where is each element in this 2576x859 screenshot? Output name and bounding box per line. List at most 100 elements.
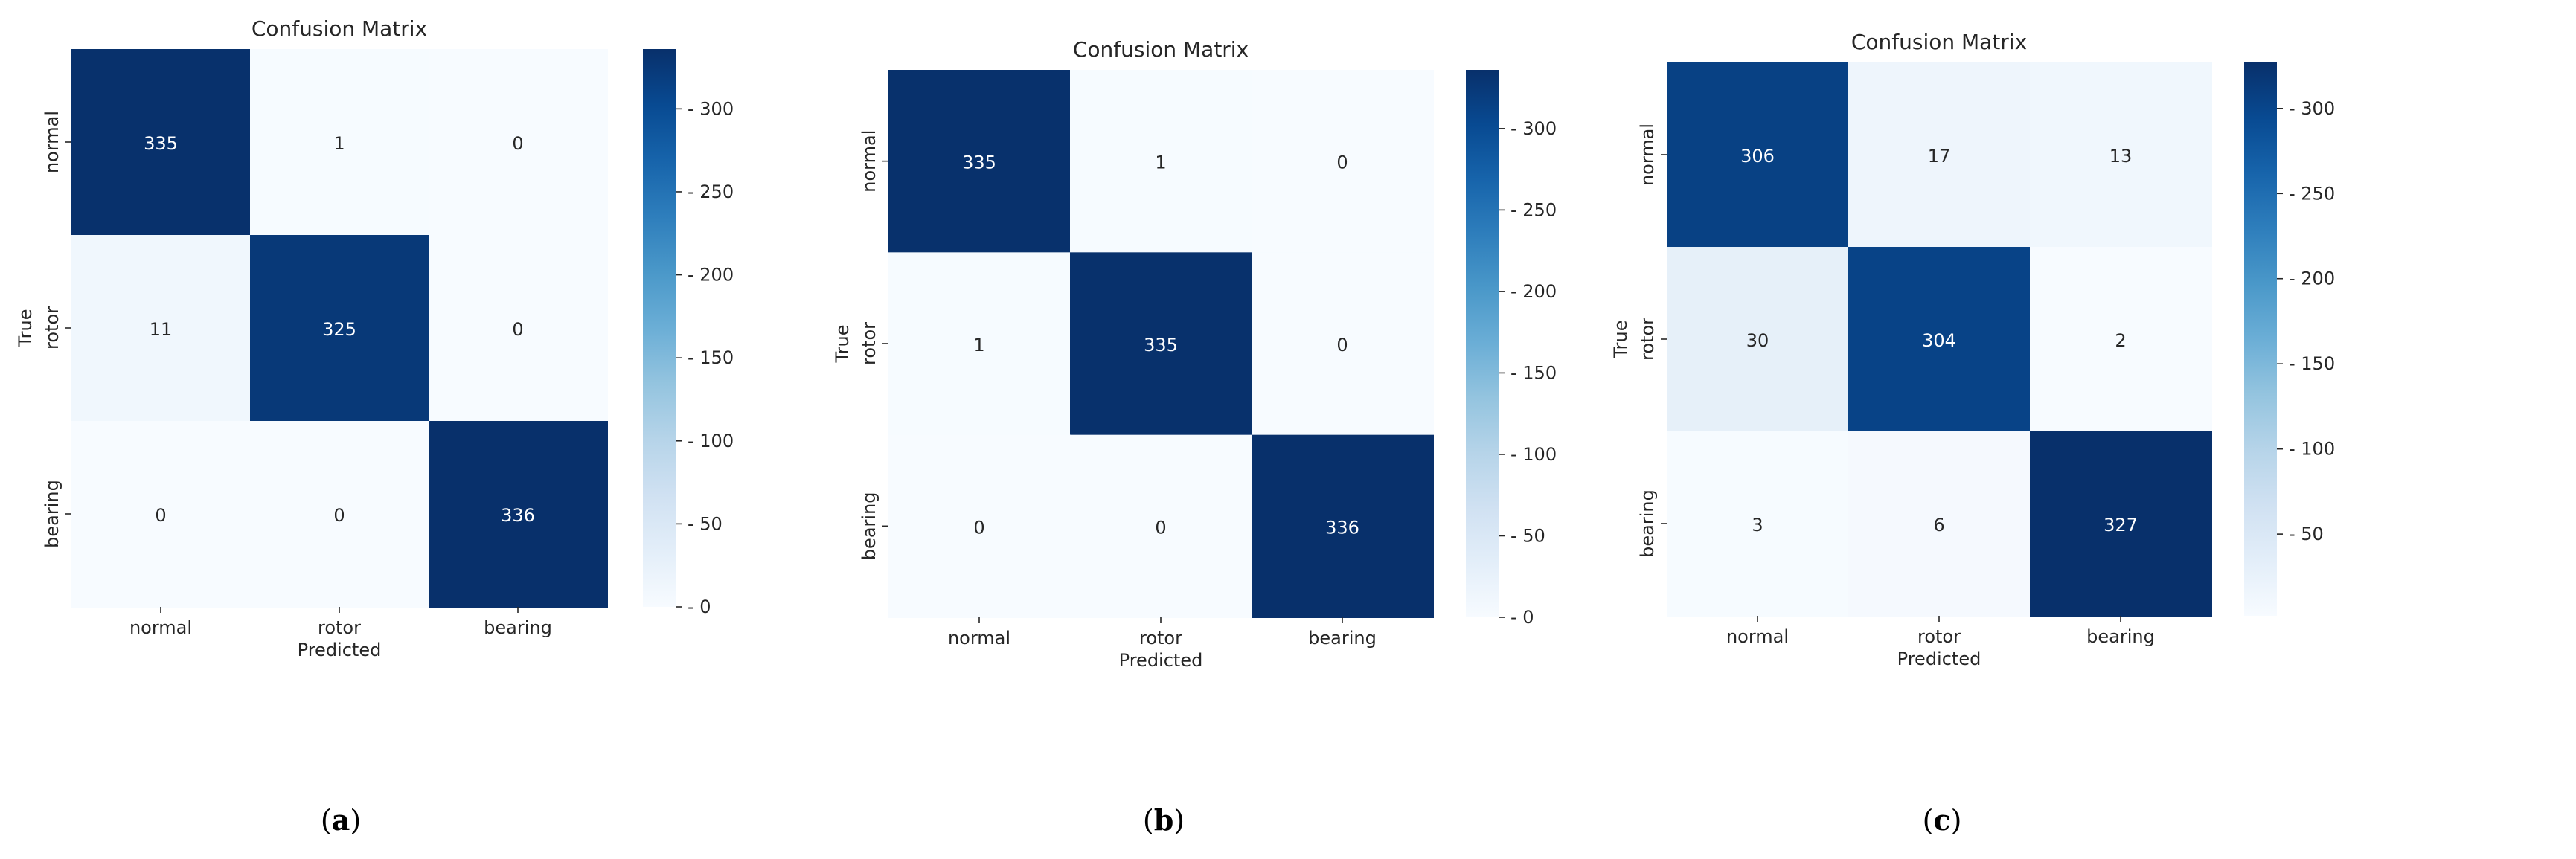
heatmap-cell <box>1070 252 1252 436</box>
colorbar <box>643 49 676 607</box>
cell-value-label: 0 <box>1336 335 1348 355</box>
cell-value-label: 0 <box>155 505 166 526</box>
cell-value-label: 13 <box>2109 146 2133 167</box>
panel-a: Confusion Matrix 335 1 0 11 325 0 0 0 336 normal ro… <box>15 16 734 837</box>
panel-caption: (a) <box>321 803 361 837</box>
x-axis-label: Predicted <box>1897 649 1981 669</box>
cell-value-label: 0 <box>333 505 345 526</box>
heatmap-cell <box>888 252 1071 436</box>
cell-value-label: 17 <box>1928 146 1951 167</box>
colorbar-tick-label: - 100 <box>688 431 734 451</box>
colorbar-tick-label: - 200 <box>688 265 734 286</box>
x-tick-label: rotor <box>318 617 361 638</box>
cell-value-label: 30 <box>1746 330 1769 351</box>
y-tick-label: rotor <box>1637 318 1658 361</box>
colorbar <box>1466 70 1499 617</box>
x-tick-label: normal <box>948 628 1010 649</box>
colorbar-tick-label: - 50 <box>1510 525 1545 546</box>
y-tick-label: normal <box>1637 123 1658 186</box>
cell-value-label: 0 <box>1336 152 1348 173</box>
colorbar-tick-label: - 150 <box>688 347 734 368</box>
y-tick-label: rotor <box>42 306 63 350</box>
heatmap-cell <box>1252 252 1434 436</box>
panel-c: Confusion Matrix 306 17 13 30 304 2 3 6 327 normal… <box>1610 30 2335 837</box>
chart-title: Confusion Matrix <box>1851 30 2027 54</box>
cell-value-label: 0 <box>512 133 523 154</box>
heatmap-cell <box>1667 247 1849 432</box>
heatmap-cell <box>1667 62 1849 248</box>
cell-value-label: 0 <box>1155 517 1166 538</box>
colorbar-tick-label: - 100 <box>1510 444 1557 465</box>
heatmap-cell <box>2030 62 2212 248</box>
cell-value-label: 327 <box>2104 515 2138 535</box>
colorbar-tick-label: - 300 <box>1510 118 1557 139</box>
heatmap-cell <box>71 235 251 422</box>
colorbar-tick-label: - 150 <box>2289 353 2335 374</box>
x-tick-label: bearing <box>1308 628 1377 649</box>
colorbar-tick-label: - 250 <box>1510 199 1557 220</box>
y-tick-label: normal <box>859 130 880 193</box>
heatmap-cell <box>888 70 1071 254</box>
colorbar-tick-label: - 50 <box>688 513 723 534</box>
cell-value-label: 336 <box>501 505 535 526</box>
colorbar-tick-label: - 50 <box>2289 524 2324 544</box>
colorbar-tick-label: - 100 <box>2289 439 2335 460</box>
heatmap-cell <box>1848 431 2031 617</box>
colorbar-tick-label: - 300 <box>2289 98 2335 119</box>
heatmap-cell <box>1070 434 1252 618</box>
cell-value-label: 335 <box>1144 335 1178 355</box>
y-tick-label: rotor <box>859 322 880 365</box>
heatmap-cell <box>1252 70 1434 254</box>
cell-value-label: 1 <box>973 335 984 355</box>
colorbar-tick-label: - 200 <box>1510 281 1557 302</box>
chart-title: Confusion Matrix <box>1073 37 1249 62</box>
y-tick-label: bearing <box>859 492 880 560</box>
cell-value-label: 1 <box>333 133 345 154</box>
cell-value-label: 2 <box>2115 330 2126 351</box>
heatmap-cell <box>1848 62 2031 248</box>
x-tick-label: rotor <box>1139 628 1182 649</box>
cell-value-label: 306 <box>1740 146 1775 167</box>
panel-b: Confusion Matrix 335 1 0 1 335 0 0 0 336 normal rot… <box>832 37 1557 837</box>
cell-value-label: 6 <box>1933 515 1944 535</box>
y-axis-label: True <box>15 309 36 348</box>
x-tick-label: normal <box>1726 626 1789 647</box>
heatmap-cell <box>71 49 251 236</box>
colorbar <box>2244 62 2277 616</box>
heatmap-cell <box>1070 70 1252 254</box>
cell-value-label: 3 <box>1752 515 1763 535</box>
colorbar-tick-label: - 0 <box>688 596 711 617</box>
heatmap-cell <box>71 421 251 608</box>
x-tick-label: rotor <box>1917 626 1961 647</box>
heatmap-cell <box>429 235 608 422</box>
heatmap-cell <box>250 49 429 236</box>
heatmap-cell <box>2030 247 2212 432</box>
y-tick-label: normal <box>42 111 63 173</box>
heatmap-cell <box>429 421 608 608</box>
cell-value-label: 325 <box>322 319 356 340</box>
panel-caption: (c) <box>1923 803 1962 837</box>
heatmap-cell <box>429 49 608 236</box>
colorbar-tick-label: - 200 <box>2289 268 2335 289</box>
cell-value-label: 0 <box>512 319 523 340</box>
cell-value-label: 11 <box>150 319 173 340</box>
cell-value-label: 1 <box>1155 152 1166 173</box>
chart-title: Confusion Matrix <box>251 16 427 41</box>
y-tick-label: bearing <box>1637 489 1658 558</box>
heatmap-cell <box>250 421 429 608</box>
x-tick-label: bearing <box>484 617 552 638</box>
cell-value-label: 336 <box>1325 517 1359 538</box>
cell-value-label: 304 <box>1922 330 1956 351</box>
heatmap-cell <box>888 434 1071 618</box>
colorbar-tick-label: - 300 <box>688 98 734 119</box>
x-axis-label: Predicted <box>1119 650 1203 671</box>
cell-value-label: 0 <box>973 517 984 538</box>
colorbar-tick-label: - 0 <box>1510 607 1534 628</box>
y-axis-label: True <box>832 325 853 364</box>
heatmap-cell <box>1252 434 1434 618</box>
y-axis-label: True <box>1610 321 1631 359</box>
cell-value-label: 335 <box>962 152 996 173</box>
x-axis-label: Predicted <box>298 640 382 660</box>
